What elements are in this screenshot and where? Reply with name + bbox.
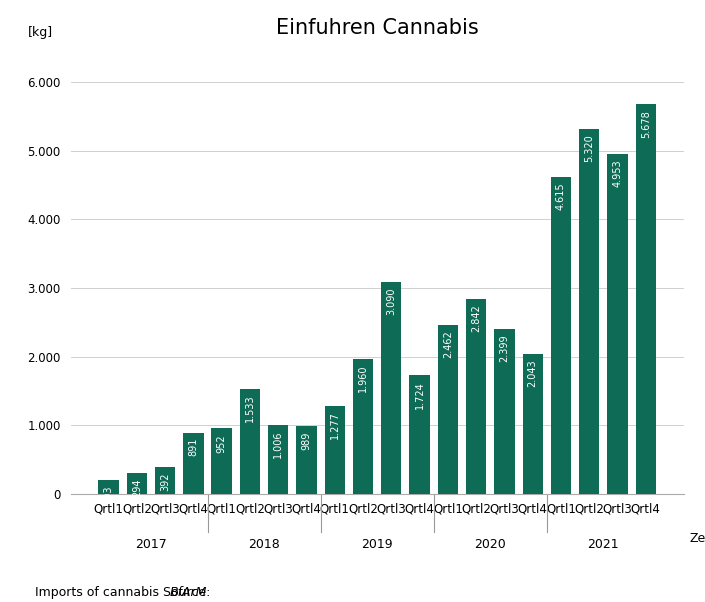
- Text: 1.006: 1.006: [274, 430, 283, 458]
- Text: Imports of cannabis Source:: Imports of cannabis Source:: [35, 586, 214, 599]
- Text: 4.953: 4.953: [613, 160, 623, 187]
- Text: [kg]: [kg]: [27, 26, 53, 39]
- Text: 392: 392: [160, 472, 170, 491]
- Bar: [99, 480, 118, 494]
- Text: Zeit: Zeit: [690, 532, 705, 544]
- Bar: [268, 424, 288, 494]
- Text: 2021: 2021: [587, 538, 619, 551]
- Bar: [410, 376, 430, 494]
- Bar: [607, 154, 627, 494]
- Text: 952: 952: [216, 434, 227, 453]
- Bar: [240, 388, 260, 494]
- Text: 2.043: 2.043: [527, 359, 538, 386]
- Text: BfArM: BfArM: [169, 586, 207, 599]
- Text: 294: 294: [132, 479, 142, 497]
- Text: 2019: 2019: [362, 538, 393, 551]
- Bar: [212, 429, 232, 494]
- Bar: [438, 325, 458, 494]
- Text: 2017: 2017: [135, 538, 167, 551]
- Text: 4.615: 4.615: [556, 183, 566, 211]
- Text: 1.533: 1.533: [245, 394, 255, 421]
- Text: 1.960: 1.960: [358, 365, 368, 393]
- Text: 2018: 2018: [248, 538, 280, 551]
- Text: 203: 203: [104, 485, 114, 504]
- Text: 989: 989: [302, 432, 312, 450]
- Text: 5.678: 5.678: [641, 110, 651, 138]
- Bar: [522, 353, 543, 494]
- Bar: [296, 426, 317, 494]
- Bar: [127, 474, 147, 494]
- Bar: [551, 178, 571, 494]
- Text: 1.724: 1.724: [415, 381, 424, 409]
- Text: 3.090: 3.090: [386, 287, 396, 315]
- Text: 2020: 2020: [474, 538, 506, 551]
- Bar: [494, 329, 515, 494]
- Bar: [324, 406, 345, 494]
- Text: 1.277: 1.277: [330, 412, 340, 439]
- Bar: [579, 129, 599, 494]
- Bar: [381, 282, 401, 494]
- Text: 891: 891: [188, 438, 198, 456]
- Bar: [466, 299, 486, 494]
- Title: Einfuhren Cannabis: Einfuhren Cannabis: [276, 18, 479, 39]
- Bar: [353, 359, 373, 494]
- Text: 5.320: 5.320: [584, 134, 594, 163]
- Bar: [183, 433, 204, 494]
- Text: 2.462: 2.462: [443, 330, 453, 358]
- Bar: [155, 467, 176, 494]
- Text: 2.842: 2.842: [471, 305, 481, 332]
- Text: 2.399: 2.399: [499, 335, 510, 362]
- Bar: [636, 105, 656, 494]
